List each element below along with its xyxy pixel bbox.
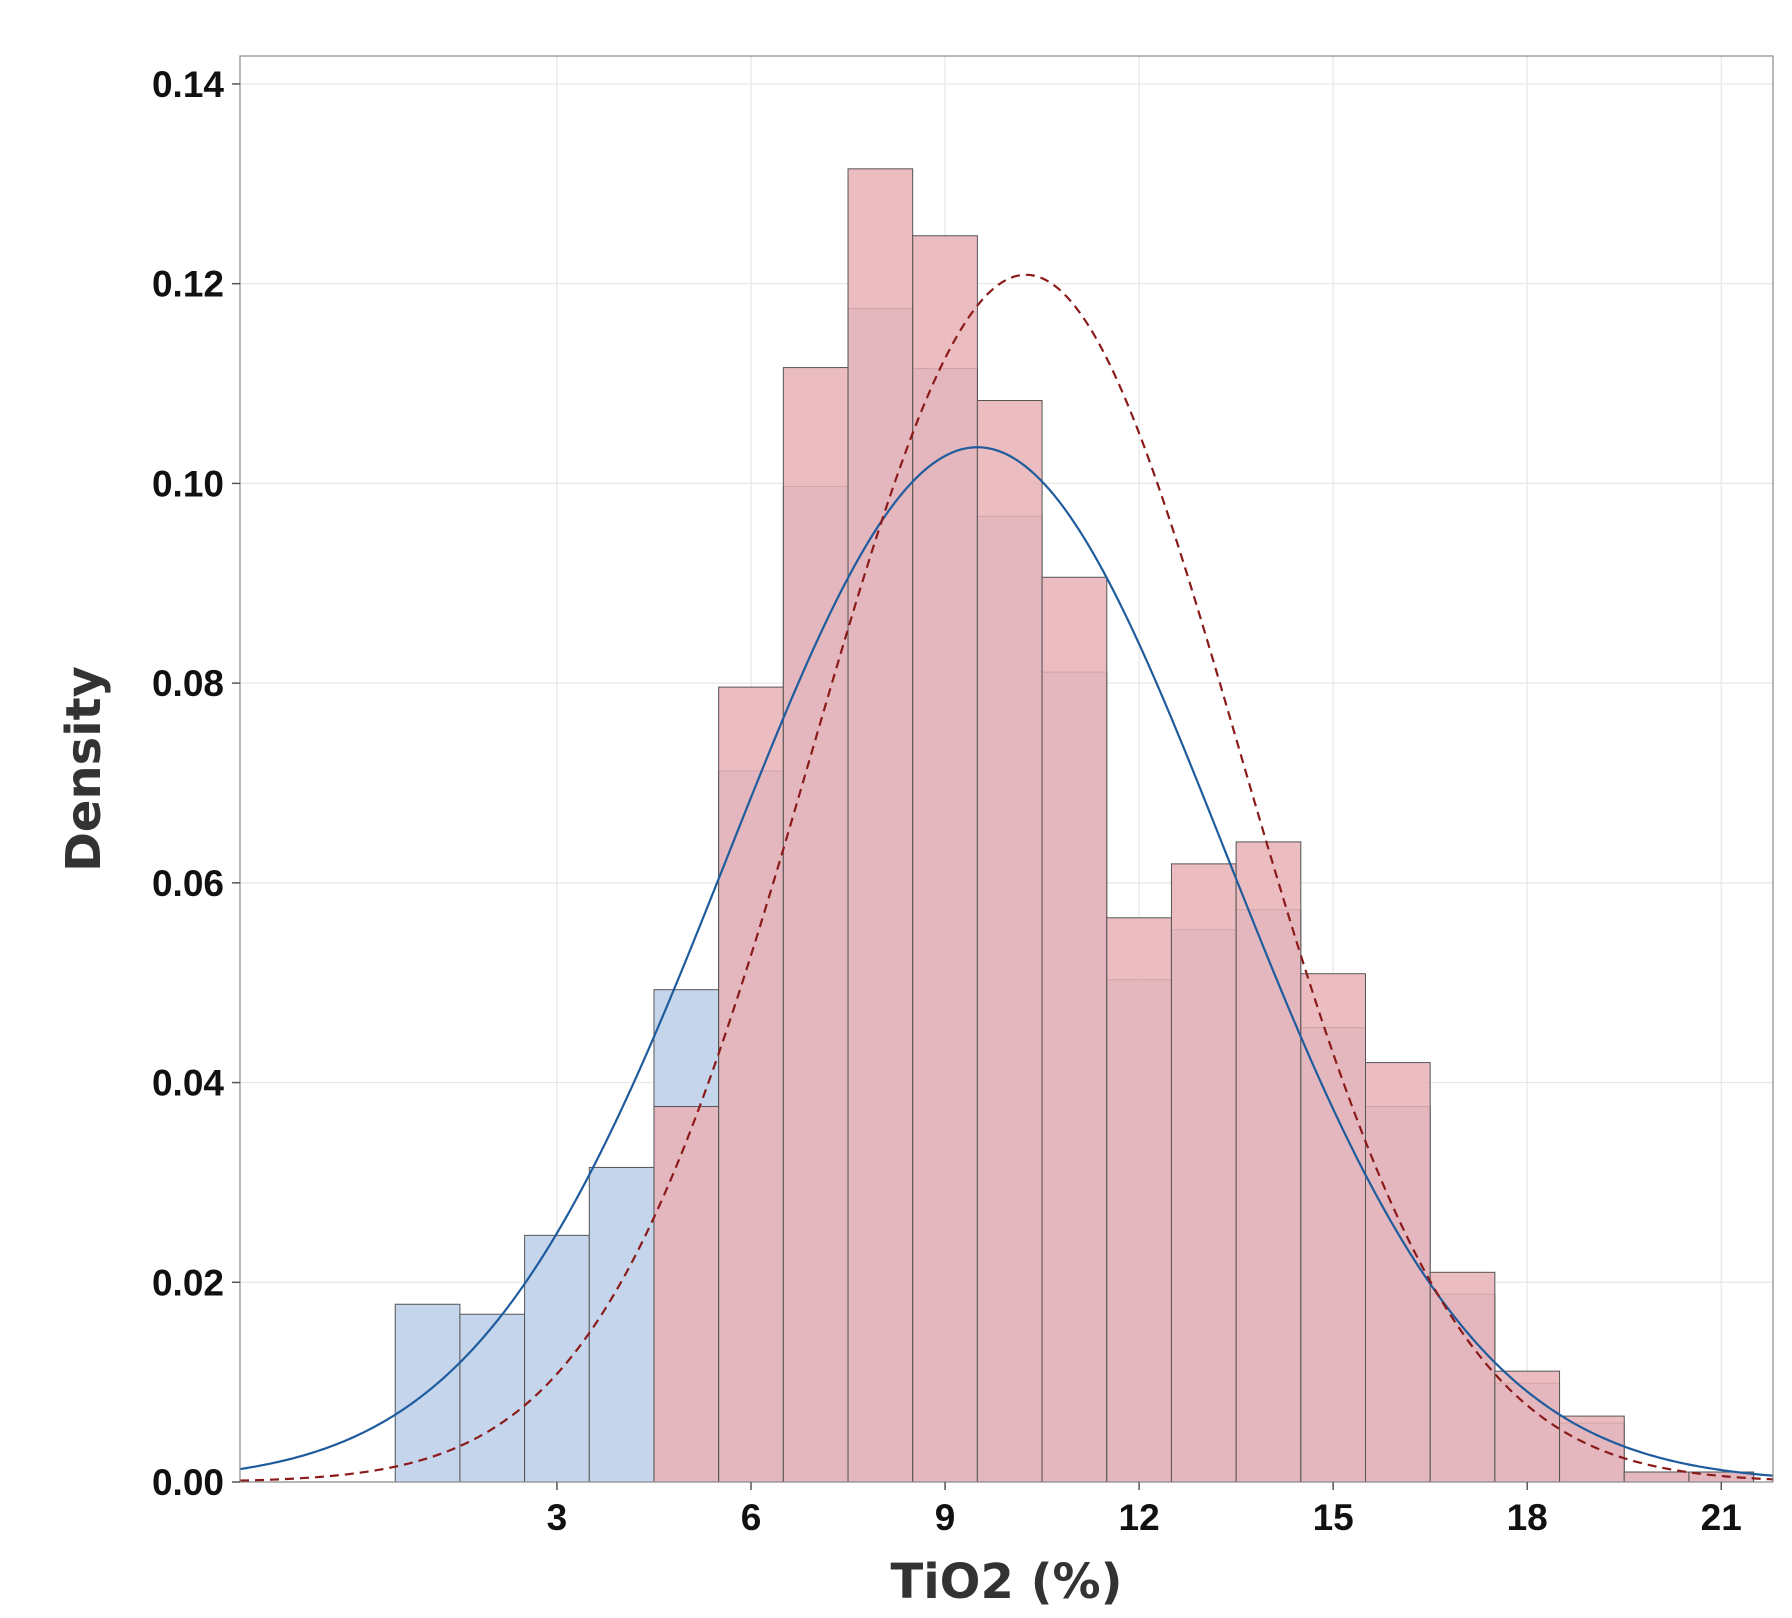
y-axis-ticks: 0.00 0.02 0.04 0.06 0.08 0.10 0.12 0.14 (152, 64, 240, 1503)
histogram-red-bar-14 (1559, 1415, 1625, 1483)
x-tick-label-6: 21 (1701, 1497, 1742, 1538)
histogram-red-bar-3 (847, 168, 914, 1483)
y-axis-title: Density (56, 666, 112, 872)
histogram-red-bar-1 (718, 686, 784, 1483)
x-tick-label-1: 6 (741, 1497, 762, 1538)
histogram-blue-bar-0 (394, 1303, 461, 1483)
plot-frame (239, 55, 1774, 1483)
y-tick-label-2: 0.04 (152, 1063, 224, 1104)
histogram-red-bar-12 (1429, 1271, 1496, 1483)
y-tick-label-7: 0.14 (152, 64, 224, 105)
y-tick-label-6: 0.12 (152, 264, 224, 305)
histogram-red-bar-13 (1494, 1370, 1561, 1483)
histogram-red-bar-11 (1364, 1062, 1431, 1483)
histogram-blue-bar-3 (588, 1166, 655, 1483)
x-tick-label-5: 18 (1507, 1497, 1548, 1538)
histogram-blue-bar-2 (524, 1234, 590, 1483)
histogram-blue-bar-1 (459, 1313, 526, 1483)
y-tick-label-3: 0.06 (152, 863, 224, 904)
y-tick-label-1: 0.02 (152, 1262, 224, 1303)
fit-curves (239, 273, 1774, 1482)
histogram-red-bar-8 (1170, 863, 1237, 1483)
histogram-red-bar-2 (782, 367, 849, 1483)
normal-fit-solid (239, 446, 1774, 1477)
normal-fit-dashed (239, 273, 1774, 1482)
y-tick-label-0: 0.00 (152, 1462, 224, 1503)
histogram-red-bar-10 (1300, 973, 1366, 1483)
histogram-red-bar-7 (1106, 917, 1172, 1483)
x-axis-title: TiO2 (%) (890, 1554, 1122, 1610)
x-tick-label-3: 12 (1119, 1497, 1160, 1538)
x-tick-label-0: 3 (547, 1497, 568, 1538)
x-tick-label-4: 15 (1313, 1497, 1354, 1538)
histogram-red-bar-15 (1623, 1471, 1690, 1483)
x-tick-label-2: 9 (935, 1497, 956, 1538)
histogram-red-series (653, 168, 1755, 1483)
x-axis-ticks: 3 6 9 12 15 18 21 (547, 1482, 1742, 1538)
histogram-red-bar-9 (1235, 841, 1302, 1483)
histogram-red-bar-0 (653, 1106, 720, 1483)
y-tick-label-5: 0.10 (152, 463, 224, 504)
histogram-red-bar-5 (976, 400, 1043, 1483)
histogram-red-bar-6 (1041, 576, 1108, 1483)
histogram-red-bar-4 (912, 235, 978, 1483)
y-tick-label-4: 0.08 (152, 663, 224, 704)
